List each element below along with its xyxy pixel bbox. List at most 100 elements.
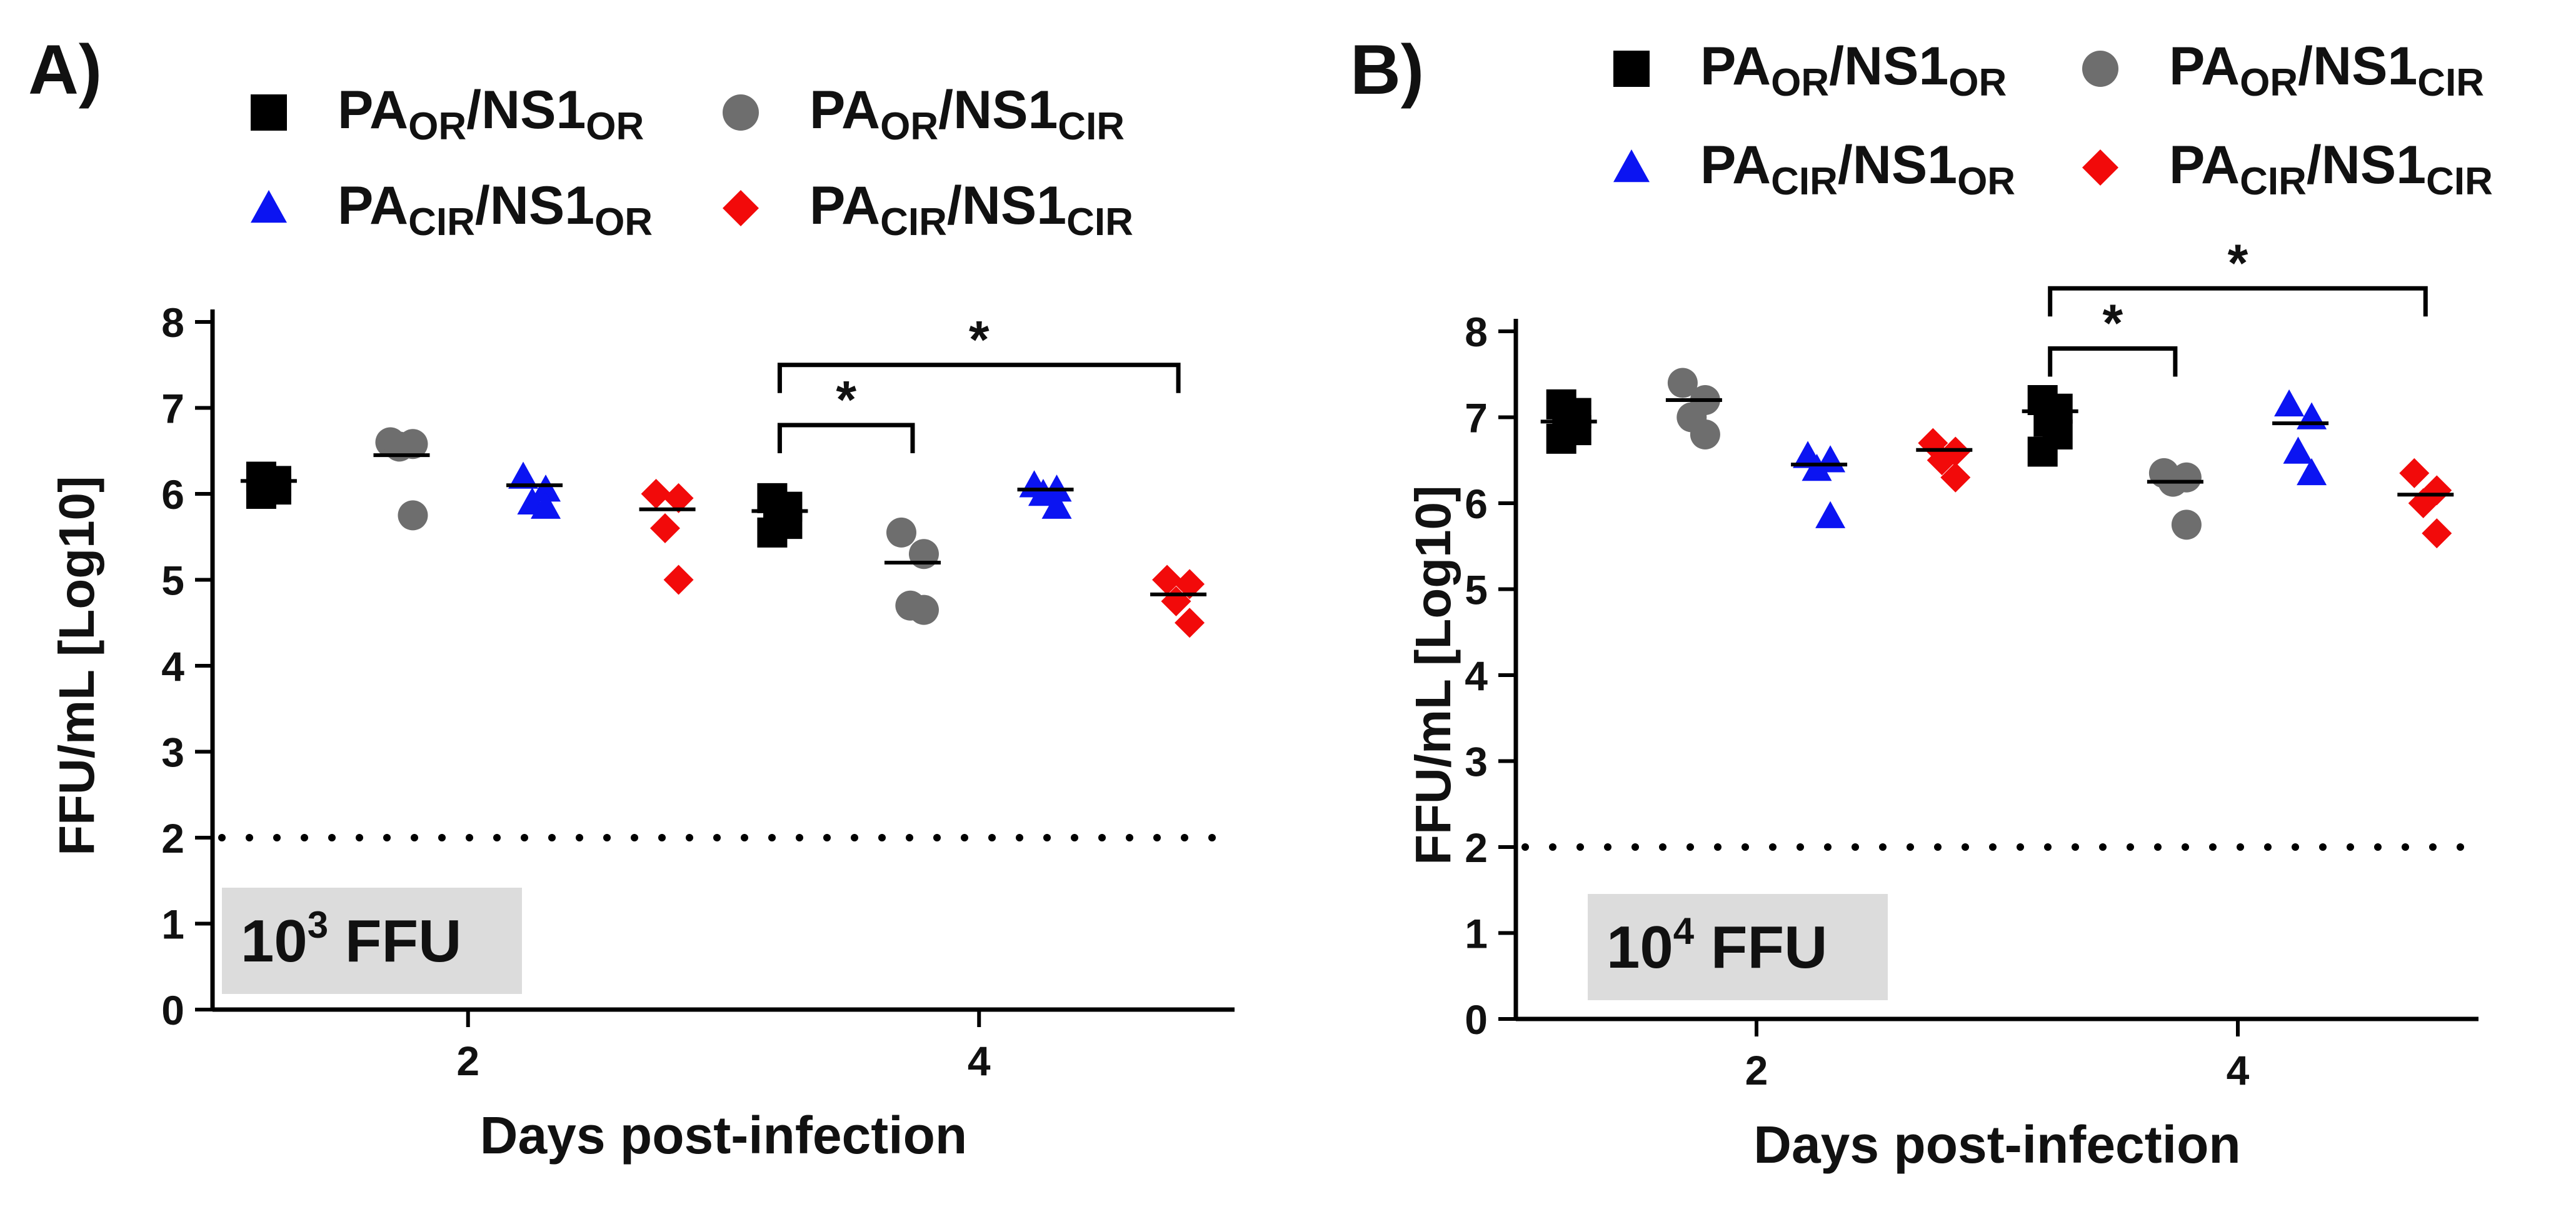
series-pa-or-ns1-cir xyxy=(1665,368,2203,540)
x-tick-label: 2 xyxy=(456,1038,479,1084)
data-point xyxy=(908,594,939,625)
legend-label-part: OR xyxy=(2240,61,2298,104)
legend-label: PAOR/NS1OR xyxy=(338,80,644,148)
legend-label-part: CIR xyxy=(880,201,947,244)
dose-label-box xyxy=(222,888,522,994)
legend-item-pa-cir-ns1-cir: PACIR/NS1CIR xyxy=(723,176,1133,244)
y-tick-label: 4 xyxy=(1465,653,1488,699)
panel-label: B) xyxy=(1350,31,1424,109)
legend-label-part: OR xyxy=(594,201,653,244)
legend-label-part: CIR xyxy=(1771,160,1838,203)
data-point xyxy=(908,539,939,569)
legend-label-part: CIR xyxy=(2240,160,2307,203)
legend-label-part: /NS1 xyxy=(1829,36,1948,96)
series-pa-cir-ns1-or xyxy=(506,461,1074,519)
legend-item-pa-cir-ns1-or: PACIR/NS1OR xyxy=(1613,135,2015,203)
dose-label-text: 104 FFU xyxy=(1606,910,1827,981)
legend-label: PACIR/NS1CIR xyxy=(809,176,1133,244)
circle-marker-icon xyxy=(723,94,759,131)
significance-bracket: * xyxy=(777,310,1181,393)
data-point xyxy=(1802,454,1832,481)
significance-star: * xyxy=(2102,294,2123,353)
legend-label-part: PA xyxy=(2169,135,2240,195)
data-point xyxy=(2422,518,2452,549)
y-tick-label: 7 xyxy=(161,386,184,432)
data-point xyxy=(757,517,788,548)
y-tick-label: 5 xyxy=(161,558,184,604)
data-point xyxy=(1667,368,1698,398)
y-tick-label: 7 xyxy=(1465,395,1488,441)
significance-star: * xyxy=(2228,233,2248,292)
triangle-marker-icon xyxy=(1613,149,1650,183)
dose-unit: FFU xyxy=(328,908,461,975)
dose-exponent: 4 xyxy=(1673,910,1695,952)
dose-base: 10 xyxy=(1606,914,1673,981)
data-point xyxy=(2297,458,2327,486)
bracket-line xyxy=(777,363,1181,393)
data-point xyxy=(2027,436,2058,467)
data-point xyxy=(663,483,694,513)
data-point xyxy=(886,517,916,548)
series-pa-or-ns1-or xyxy=(240,461,808,548)
x-tick-label: 2 xyxy=(1745,1047,1768,1093)
legend-label: PAOR/NS1OR xyxy=(1700,36,2007,104)
data-point xyxy=(663,564,694,595)
y-tick-label: 8 xyxy=(161,299,184,346)
legend-label-part: PA xyxy=(1700,135,1771,195)
significance-star: * xyxy=(969,310,990,369)
significance-bracket: * xyxy=(777,370,915,453)
legend-item-pa-or-ns1-cir: PAOR/NS1CIR xyxy=(2082,36,2484,104)
y-tick-label: 2 xyxy=(161,815,184,861)
data-point xyxy=(1815,501,1846,528)
data-point xyxy=(398,500,428,531)
legend-label: PAOR/NS1CIR xyxy=(2169,36,2484,104)
diamond-marker-icon xyxy=(723,190,759,226)
data-point xyxy=(2399,458,2430,488)
legend-label-part: /NS1 xyxy=(466,80,586,140)
legend-label: PAOR/NS1CIR xyxy=(809,80,1125,148)
legend-label: PACIR/NS1OR xyxy=(1700,135,2015,203)
dose-exponent: 3 xyxy=(308,904,328,946)
data-point xyxy=(1546,423,1576,454)
series-pa-cir-ns1-cir xyxy=(639,479,1207,638)
series-pa-cir-ns1-cir xyxy=(1916,428,2454,549)
data-point xyxy=(641,479,671,509)
series-pa-or-ns1-cir xyxy=(373,427,941,625)
legend-label-part: /NS1 xyxy=(947,176,1066,236)
y-axis-title: FFU/mL [Log10] xyxy=(1405,485,1461,865)
dose-unit: FFU xyxy=(1694,914,1827,981)
circle-marker-icon xyxy=(2082,51,2118,87)
legend-label-part: /NS1 xyxy=(2307,135,2426,195)
series-pa-or-ns1-or xyxy=(1540,385,2078,467)
y-axis-title: FFU/mL [Log10] xyxy=(49,476,104,855)
dose-label: 103 FFU xyxy=(222,888,522,994)
y-tick-label: 1 xyxy=(1465,911,1488,957)
bracket-line xyxy=(2048,286,2428,317)
legend-label-part: CIR xyxy=(1058,105,1125,148)
data-point xyxy=(2283,436,2313,464)
data-point xyxy=(531,474,561,502)
y-tick-label: 0 xyxy=(1465,996,1488,1043)
data-point xyxy=(531,491,561,519)
legend-item-pa-or-ns1-cir: PAOR/NS1CIR xyxy=(723,80,1125,148)
panel-label: A) xyxy=(28,31,102,109)
significance-star: * xyxy=(836,370,856,429)
data-point xyxy=(246,479,276,509)
legend-label-part: PA xyxy=(2169,36,2240,96)
triangle-marker-icon xyxy=(251,190,287,223)
legend-label-part: OR xyxy=(1948,61,2007,104)
x-axis-title: Days post-infection xyxy=(480,1106,967,1165)
legend-label-part: CIR xyxy=(2417,61,2484,104)
x-tick-label: 4 xyxy=(968,1038,991,1084)
legend-label-part: OR xyxy=(408,105,466,148)
x-tick-label: 4 xyxy=(2227,1047,2250,1093)
legend-item-pa-or-ns1-or: PAOR/NS1OR xyxy=(251,80,644,148)
square-marker-icon xyxy=(1613,51,1650,87)
significance-bracket: * xyxy=(2048,233,2428,317)
legend-label-part: OR xyxy=(1771,61,1829,104)
series-pa-cir-ns1-or xyxy=(1791,389,2329,528)
y-tick-label: 3 xyxy=(161,730,184,776)
bracket-line xyxy=(777,423,915,453)
